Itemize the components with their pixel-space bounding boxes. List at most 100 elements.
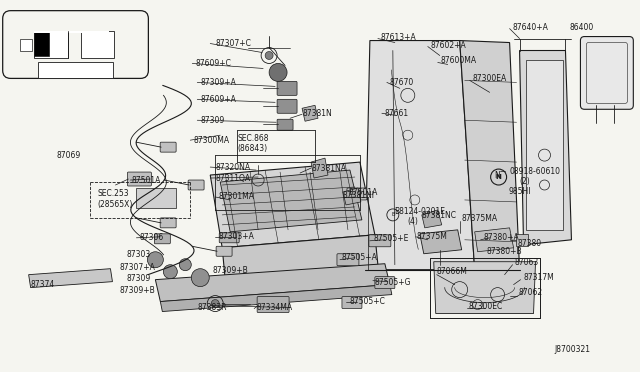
Text: 87505+A: 87505+A bbox=[342, 253, 378, 262]
Text: 87309: 87309 bbox=[200, 116, 225, 125]
Circle shape bbox=[163, 265, 177, 279]
Text: 87300MA: 87300MA bbox=[193, 136, 229, 145]
FancyBboxPatch shape bbox=[34, 31, 68, 58]
Text: 87301MA: 87301MA bbox=[218, 192, 254, 202]
Text: 87600MA: 87600MA bbox=[441, 56, 477, 65]
Text: 87317M: 87317M bbox=[524, 273, 554, 282]
Polygon shape bbox=[434, 262, 536, 314]
FancyBboxPatch shape bbox=[369, 235, 391, 247]
Text: N: N bbox=[495, 170, 500, 180]
Text: 87307+C: 87307+C bbox=[215, 39, 251, 48]
Polygon shape bbox=[210, 162, 375, 248]
Text: 87380+A: 87380+A bbox=[484, 233, 520, 242]
Text: 87661: 87661 bbox=[385, 109, 409, 118]
Text: 87066M: 87066M bbox=[436, 267, 468, 276]
Text: 87381NA: 87381NA bbox=[311, 164, 346, 173]
Circle shape bbox=[269, 64, 287, 81]
FancyBboxPatch shape bbox=[160, 142, 176, 152]
FancyBboxPatch shape bbox=[277, 81, 297, 95]
Text: 985HI: 985HI bbox=[509, 187, 531, 196]
Text: 87670: 87670 bbox=[390, 78, 414, 87]
Polygon shape bbox=[311, 158, 328, 178]
Text: J8700321: J8700321 bbox=[554, 345, 591, 354]
FancyBboxPatch shape bbox=[38, 62, 113, 78]
Polygon shape bbox=[420, 230, 461, 254]
Text: 87311QA: 87311QA bbox=[215, 173, 250, 183]
Text: 87300EA: 87300EA bbox=[473, 74, 507, 83]
Text: 87309+A: 87309+A bbox=[200, 78, 236, 87]
Text: (86843): (86843) bbox=[237, 144, 268, 153]
Polygon shape bbox=[29, 269, 113, 288]
FancyBboxPatch shape bbox=[516, 234, 527, 246]
Polygon shape bbox=[475, 228, 513, 252]
Text: 87063: 87063 bbox=[515, 258, 539, 267]
Text: (28565X): (28565X) bbox=[97, 201, 133, 209]
Polygon shape bbox=[220, 170, 362, 232]
Text: 87381N: 87381N bbox=[302, 109, 332, 118]
Circle shape bbox=[211, 299, 220, 308]
Polygon shape bbox=[440, 270, 479, 305]
Text: 08918-60610: 08918-60610 bbox=[509, 167, 561, 176]
FancyBboxPatch shape bbox=[216, 246, 232, 256]
Text: 87320NA: 87320NA bbox=[215, 163, 250, 171]
Polygon shape bbox=[343, 188, 361, 205]
Circle shape bbox=[147, 252, 163, 268]
FancyBboxPatch shape bbox=[20, 39, 31, 51]
Polygon shape bbox=[161, 285, 392, 311]
Text: 87306: 87306 bbox=[140, 233, 164, 242]
FancyBboxPatch shape bbox=[277, 99, 297, 113]
FancyBboxPatch shape bbox=[342, 296, 362, 308]
Text: 87309: 87309 bbox=[127, 274, 150, 283]
Polygon shape bbox=[222, 235, 378, 280]
Text: SEC.253: SEC.253 bbox=[97, 189, 129, 199]
Polygon shape bbox=[365, 41, 475, 270]
Text: 87380: 87380 bbox=[518, 239, 541, 248]
Text: 87613+A: 87613+A bbox=[381, 33, 417, 42]
Text: B: B bbox=[391, 212, 395, 217]
Text: 87381NI: 87381NI bbox=[343, 192, 375, 201]
FancyBboxPatch shape bbox=[188, 180, 204, 190]
Text: 87374: 87374 bbox=[31, 280, 55, 289]
Text: 87303+A: 87303+A bbox=[218, 232, 254, 241]
Text: 86400: 86400 bbox=[570, 23, 594, 32]
FancyBboxPatch shape bbox=[220, 233, 239, 243]
Text: 87383R: 87383R bbox=[197, 303, 227, 312]
Text: 87505+E: 87505+E bbox=[374, 234, 409, 243]
Text: 87609+A: 87609+A bbox=[200, 95, 236, 104]
Circle shape bbox=[265, 51, 273, 60]
FancyBboxPatch shape bbox=[375, 277, 395, 289]
FancyBboxPatch shape bbox=[127, 172, 152, 186]
FancyBboxPatch shape bbox=[34, 31, 49, 57]
Polygon shape bbox=[302, 105, 318, 121]
Text: 87640+A: 87640+A bbox=[513, 23, 548, 32]
Text: 87334MA: 87334MA bbox=[256, 303, 292, 312]
Polygon shape bbox=[156, 264, 390, 302]
FancyBboxPatch shape bbox=[337, 254, 359, 266]
Text: 87505+C: 87505+C bbox=[350, 297, 386, 306]
FancyBboxPatch shape bbox=[580, 36, 634, 109]
Text: 87381NC: 87381NC bbox=[422, 211, 457, 220]
Text: 87501A: 87501A bbox=[349, 189, 378, 198]
Polygon shape bbox=[460, 41, 520, 270]
Text: 87602+A: 87602+A bbox=[431, 41, 467, 50]
Text: B8124-0201E: B8124-0201E bbox=[394, 208, 445, 217]
FancyBboxPatch shape bbox=[81, 31, 115, 58]
Text: 87609+C: 87609+C bbox=[195, 59, 231, 68]
Text: (4): (4) bbox=[408, 217, 419, 227]
FancyBboxPatch shape bbox=[160, 218, 176, 228]
Text: 87375M: 87375M bbox=[417, 232, 447, 241]
Text: 87300EC: 87300EC bbox=[468, 302, 503, 311]
Polygon shape bbox=[422, 210, 442, 228]
FancyBboxPatch shape bbox=[257, 296, 289, 312]
FancyBboxPatch shape bbox=[277, 119, 293, 130]
FancyBboxPatch shape bbox=[525, 61, 563, 230]
Circle shape bbox=[179, 259, 191, 271]
Text: 87375MA: 87375MA bbox=[461, 214, 498, 223]
FancyBboxPatch shape bbox=[136, 188, 176, 208]
Text: 87309+B: 87309+B bbox=[120, 286, 155, 295]
FancyBboxPatch shape bbox=[347, 188, 367, 200]
FancyBboxPatch shape bbox=[154, 234, 170, 244]
Text: (2): (2) bbox=[520, 177, 531, 186]
Text: 87303: 87303 bbox=[127, 250, 150, 259]
Text: 87069: 87069 bbox=[56, 151, 81, 160]
